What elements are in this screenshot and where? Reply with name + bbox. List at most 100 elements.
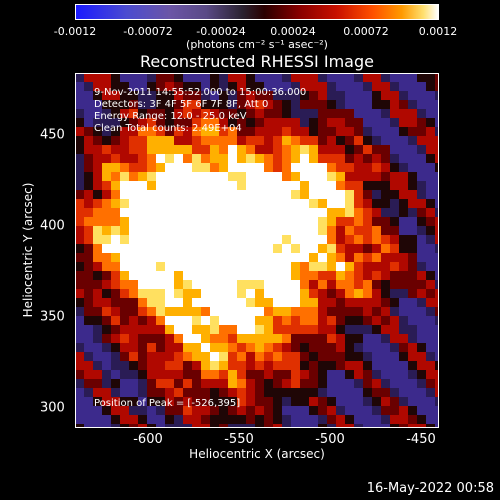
heatmap-cell <box>345 316 354 325</box>
heatmap-cell <box>246 361 255 370</box>
heatmap-cell <box>318 397 327 406</box>
heatmap-cell <box>273 208 282 217</box>
heatmap-cell <box>309 226 318 235</box>
heatmap-cell <box>399 370 408 379</box>
heatmap-cell <box>201 334 210 343</box>
heatmap-cell <box>282 343 291 352</box>
heatmap-cell <box>219 127 228 136</box>
heatmap-cell <box>84 388 93 397</box>
heatmap-cell <box>228 100 237 109</box>
heatmap-cell <box>165 298 174 307</box>
heatmap-cell <box>201 190 210 199</box>
heatmap-cell <box>264 325 273 334</box>
heatmap-cell <box>291 73 300 82</box>
heatmap-cell <box>174 361 183 370</box>
heatmap-cell <box>129 127 138 136</box>
heatmap-cell <box>165 244 174 253</box>
info-detectors: Detectors: 3F 4F 5F 6F 7F 8F, Att 0 <box>94 99 269 110</box>
heatmap-cell <box>201 226 210 235</box>
heatmap-cell <box>363 415 372 424</box>
heatmap-cell <box>417 343 426 352</box>
heatmap-cell <box>102 343 111 352</box>
heatmap-cell <box>345 406 354 415</box>
heatmap-cell <box>93 253 102 262</box>
heatmap-cell <box>138 379 147 388</box>
heatmap-cell <box>273 145 282 154</box>
heatmap-cell <box>417 208 426 217</box>
heatmap-cell <box>309 298 318 307</box>
heatmap-cell <box>300 325 309 334</box>
heatmap-cell <box>399 163 408 172</box>
heatmap-cell <box>390 172 399 181</box>
heatmap-cell <box>381 109 390 118</box>
heatmap-cell <box>93 136 102 145</box>
heatmap-cell <box>165 406 174 415</box>
heatmap-cell <box>363 118 372 127</box>
heatmap-cell <box>273 424 282 428</box>
heatmap-cell <box>291 289 300 298</box>
heatmap-cell <box>408 145 417 154</box>
heatmap-cell <box>327 109 336 118</box>
heatmap-cell <box>426 208 435 217</box>
heatmap-cell <box>102 100 111 109</box>
heatmap-cell <box>381 136 390 145</box>
heatmap-cell <box>435 127 439 136</box>
heatmap-cell <box>273 109 282 118</box>
heatmap-cell <box>345 235 354 244</box>
heatmap-cell <box>219 388 228 397</box>
heatmap-cell <box>363 73 372 82</box>
heatmap-cell <box>426 361 435 370</box>
heatmap-cell <box>291 424 300 428</box>
heatmap-cell <box>210 127 219 136</box>
heatmap-cell <box>75 262 84 271</box>
heatmap-cell <box>336 379 345 388</box>
heatmap-cell <box>138 325 147 334</box>
heatmap-cell <box>219 73 228 82</box>
heatmap-cell <box>192 226 201 235</box>
heatmap-cell <box>408 235 417 244</box>
x-axis-label: Heliocentric X (arcsec) <box>189 447 325 461</box>
heatmap-cell <box>138 73 147 82</box>
heatmap-cell <box>426 217 435 226</box>
heatmap-cell <box>246 370 255 379</box>
heatmap-cell <box>291 316 300 325</box>
heatmap-cell <box>75 82 84 91</box>
heatmap-cell <box>363 181 372 190</box>
heatmap-cell <box>111 235 120 244</box>
heatmap-cell <box>327 406 336 415</box>
heatmap-cell <box>129 181 138 190</box>
heatmap-cell <box>120 199 129 208</box>
heatmap-cell <box>309 424 318 428</box>
heatmap-cell <box>345 118 354 127</box>
heatmap-cell <box>183 271 192 280</box>
heatmap-cell <box>210 424 219 428</box>
heatmap-cell <box>237 190 246 199</box>
heatmap-cell <box>201 298 210 307</box>
heatmap-cell <box>327 262 336 271</box>
heatmap-cell <box>201 406 210 415</box>
heatmap-cell <box>210 181 219 190</box>
heatmap-cell <box>84 235 93 244</box>
heatmap-cell <box>336 217 345 226</box>
heatmap-cell <box>237 82 246 91</box>
heatmap-cell <box>345 361 354 370</box>
colorbar-units: (photons cm⁻² s⁻¹ asec⁻²) <box>186 38 328 51</box>
heatmap-cell <box>381 325 390 334</box>
heatmap-cell <box>255 379 264 388</box>
heatmap-cell <box>138 127 147 136</box>
heatmap-cell <box>399 262 408 271</box>
heatmap-cell <box>210 154 219 163</box>
heatmap-cell <box>435 253 439 262</box>
heatmap-cell <box>372 226 381 235</box>
heatmap-cell <box>192 262 201 271</box>
heatmap-cell <box>435 370 439 379</box>
heatmap-cell <box>183 73 192 82</box>
heatmap-cell <box>417 118 426 127</box>
heatmap-cell <box>183 226 192 235</box>
heatmap-cell <box>174 388 183 397</box>
heatmap-cell <box>84 289 93 298</box>
heatmap-cell <box>399 253 408 262</box>
heatmap-cell <box>372 397 381 406</box>
heatmap-cell <box>246 82 255 91</box>
heatmap-cell <box>174 415 183 424</box>
